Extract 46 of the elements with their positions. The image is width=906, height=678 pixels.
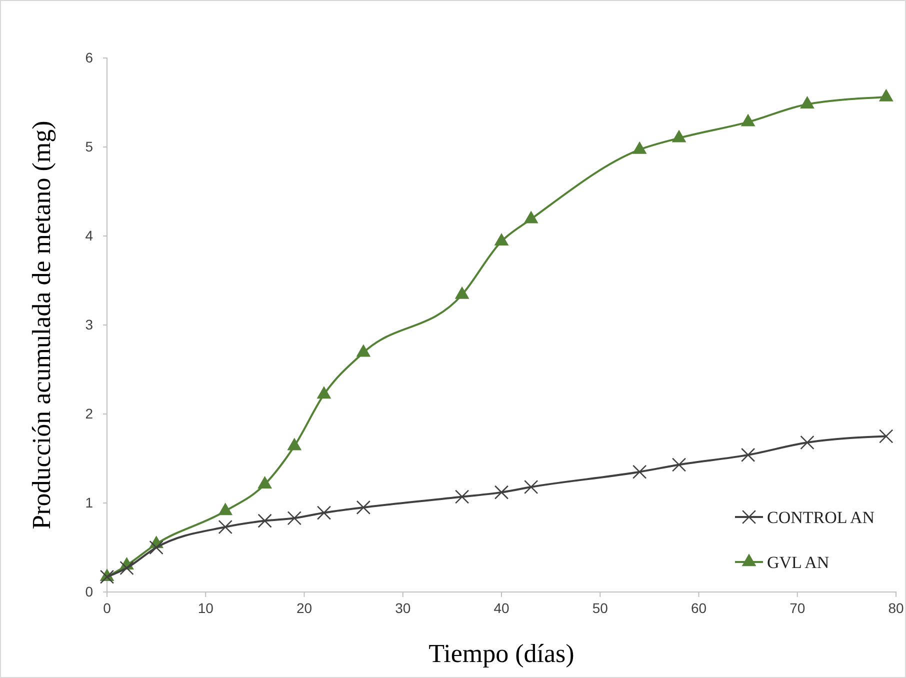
point [672, 130, 686, 142]
x-tick-label: 30 [395, 600, 411, 616]
y-tick-label: 4 [85, 227, 94, 244]
point [524, 210, 538, 224]
y-tick-label: 1 [85, 494, 94, 510]
point [740, 448, 756, 462]
y-tick-label: 3 [85, 316, 94, 332]
legend-label: CONTROL AN [767, 508, 875, 527]
x-tick-label: 40 [494, 600, 510, 616]
y-axis-title: Producción acumulada de metano (mg) [27, 120, 56, 530]
x-tick-label: 0 [103, 600, 112, 616]
point [316, 386, 332, 399]
y-tick-label: 5 [85, 138, 94, 154]
point [524, 480, 538, 494]
x-tick-label: 50 [592, 600, 608, 616]
legend-label: GVL AN [767, 553, 830, 572]
y-tick-label: 6 [85, 49, 94, 66]
point [120, 560, 134, 576]
point [632, 464, 647, 479]
point [632, 141, 647, 154]
x-tick-label: 80 [888, 600, 904, 616]
point [800, 96, 814, 108]
point [356, 344, 371, 357]
point [454, 490, 470, 504]
x-axis-title: Tiempo (días) [428, 639, 574, 668]
point [149, 540, 164, 555]
point [100, 570, 114, 584]
point [800, 435, 814, 450]
point [454, 286, 470, 299]
x-tick-label: 60 [690, 600, 707, 616]
point [218, 520, 232, 534]
point [316, 506, 332, 520]
point [878, 88, 894, 102]
x-tick-label: 70 [790, 600, 806, 616]
point [879, 429, 894, 444]
point [672, 458, 686, 472]
point [740, 114, 756, 126]
point [356, 500, 371, 515]
y-tick-label: 2 [85, 405, 94, 422]
y-tick-label: 0 [85, 583, 94, 600]
x-tick-label: 20 [296, 600, 312, 616]
point [494, 233, 509, 246]
point [258, 514, 272, 528]
point [287, 511, 302, 526]
x-tick-label: 10 [198, 600, 214, 616]
point [494, 485, 509, 500]
